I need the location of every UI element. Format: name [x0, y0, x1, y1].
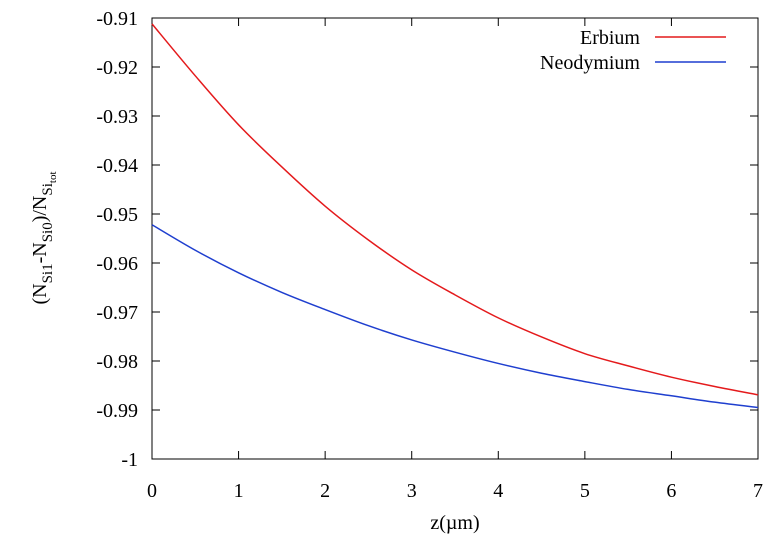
x-tick-label: 6 — [666, 480, 676, 502]
y-tick-label: -1 — [121, 449, 138, 471]
x-tick-label: 4 — [493, 480, 503, 502]
y-tick-label: -0.98 — [96, 351, 138, 373]
x-tick-label: 1 — [234, 480, 244, 502]
plot-frame — [151, 17, 759, 460]
y-tick-label: -0.91 — [96, 8, 138, 30]
series-line-erbium — [151, 23, 759, 396]
y-tick-label: -0.94 — [96, 155, 138, 177]
series-layer — [151, 23, 759, 409]
axis-ticks: 0 1 2 3 4 5 6 7 -1 -0.99 -0.98 -0.97 -0.96 -0.95 -0.94… — [96, 8, 763, 502]
y-tick-label: -0.96 — [96, 253, 138, 275]
y-tick-label: -0.92 — [96, 57, 138, 79]
legend: Erbium Neodymium — [540, 27, 726, 74]
y-tick-label: -0.97 — [96, 302, 138, 324]
x-tick-label: 7 — [753, 480, 763, 502]
legend-label-neodymium: Neodymium — [540, 52, 640, 74]
x-tick-label: 0 — [147, 480, 157, 502]
y-tick-label: -0.95 — [96, 204, 138, 226]
y-tick-label: -0.93 — [96, 106, 138, 128]
y-axis-label: (NSi1-NSi0)/NSitot — [29, 171, 59, 304]
y-tick-label: -0.99 — [96, 400, 138, 422]
x-axis-label: z(µm) — [430, 512, 479, 534]
x-tick-label: 2 — [320, 480, 330, 502]
series-line-neodymium — [151, 224, 759, 409]
x-tick-label: 3 — [407, 480, 417, 502]
legend-label-erbium: Erbium — [580, 27, 640, 49]
x-tick-label: 5 — [580, 480, 590, 502]
